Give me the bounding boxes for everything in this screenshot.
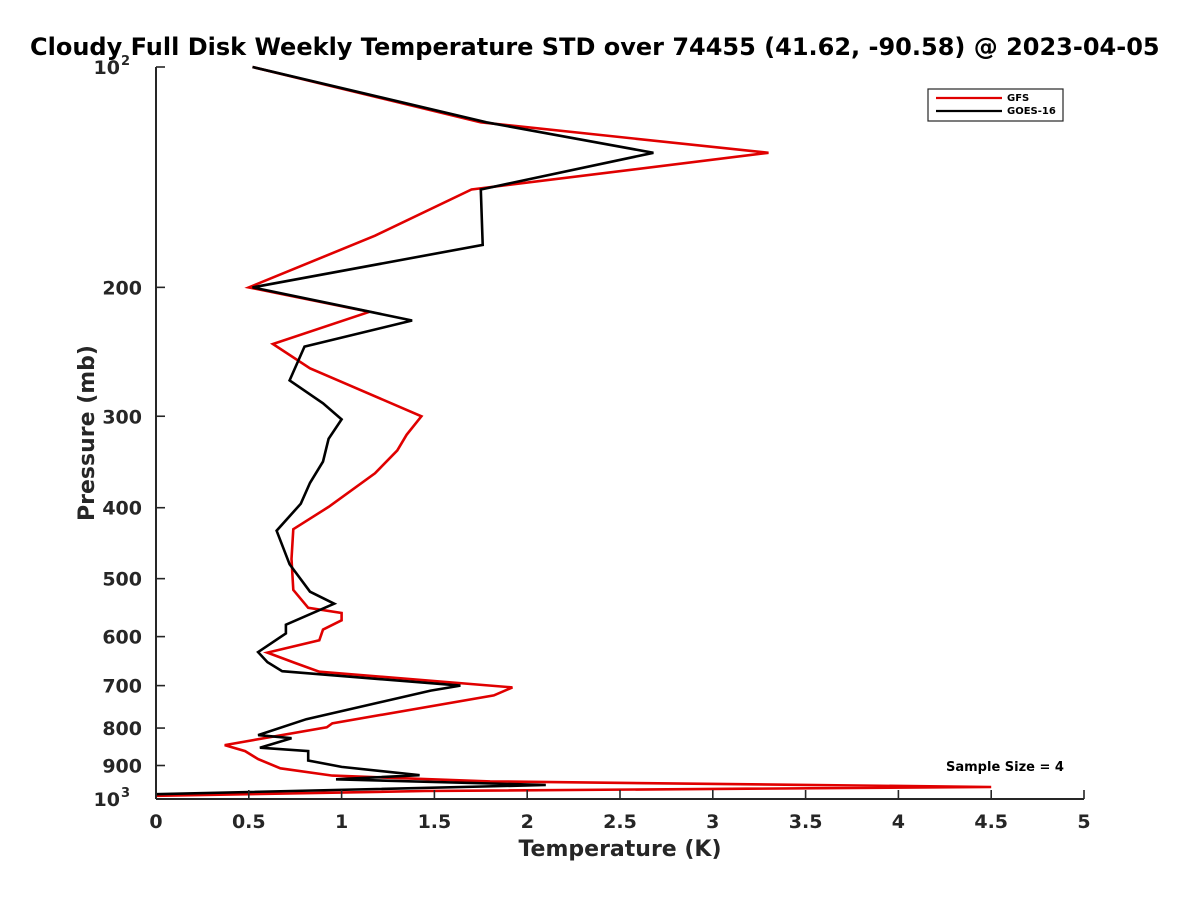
plot-lines xyxy=(155,65,992,798)
x-tick-label: 3.5 xyxy=(789,811,823,833)
x-axis-label: Temperature (K) xyxy=(518,837,721,862)
y-tick-label: 800 xyxy=(102,718,142,740)
y-tick-label: 600 xyxy=(102,627,142,649)
y-tick-label: 900 xyxy=(102,756,142,778)
y-tick-label: 10 xyxy=(94,57,120,79)
x-tick-label: 5 xyxy=(1077,811,1090,833)
y-tick-label: 500 xyxy=(102,569,142,591)
legend-label-gfs: GFS xyxy=(1007,93,1029,104)
x-tick-label: 0.5 xyxy=(232,811,266,833)
chart-title: Cloudy Full Disk Weekly Temperature STD … xyxy=(30,33,1160,61)
x-tick-label: 4 xyxy=(892,811,905,833)
y-tick-label: 700 xyxy=(102,676,142,698)
y-tick-exponent: 3 xyxy=(121,786,130,801)
series-line-gfs xyxy=(155,65,992,798)
y-axis-label: Pressure (mb) xyxy=(75,345,100,521)
x-tick-label: 3 xyxy=(706,811,719,833)
x-tick-label: 0 xyxy=(149,811,162,833)
x-tick-label: 4.5 xyxy=(974,811,1008,833)
x-tick-label: 1 xyxy=(335,811,348,833)
x-axis-ticks: 0 0.5 1 1.5 2 2.5 3 3.5 4 4.5 5 xyxy=(149,790,1091,833)
x-tick-label: 2 xyxy=(521,811,534,833)
y-tick-exponent: 2 xyxy=(121,54,130,69)
y-tick-label: 10 xyxy=(94,789,120,811)
legend: GFS GOES-16 xyxy=(927,88,1064,122)
series-line-goes16 xyxy=(155,65,654,796)
sample-size-annotation: Sample Size = 4 xyxy=(946,760,1064,775)
x-tick-label: 2.5 xyxy=(603,811,637,833)
y-tick-label: 400 xyxy=(102,498,142,520)
y-tick-label: 300 xyxy=(102,406,142,428)
y-tick-label: 200 xyxy=(102,277,142,299)
legend-box xyxy=(927,88,1064,122)
legend-label-goes16: GOES-16 xyxy=(1007,106,1056,117)
x-tick-label: 1.5 xyxy=(418,811,452,833)
